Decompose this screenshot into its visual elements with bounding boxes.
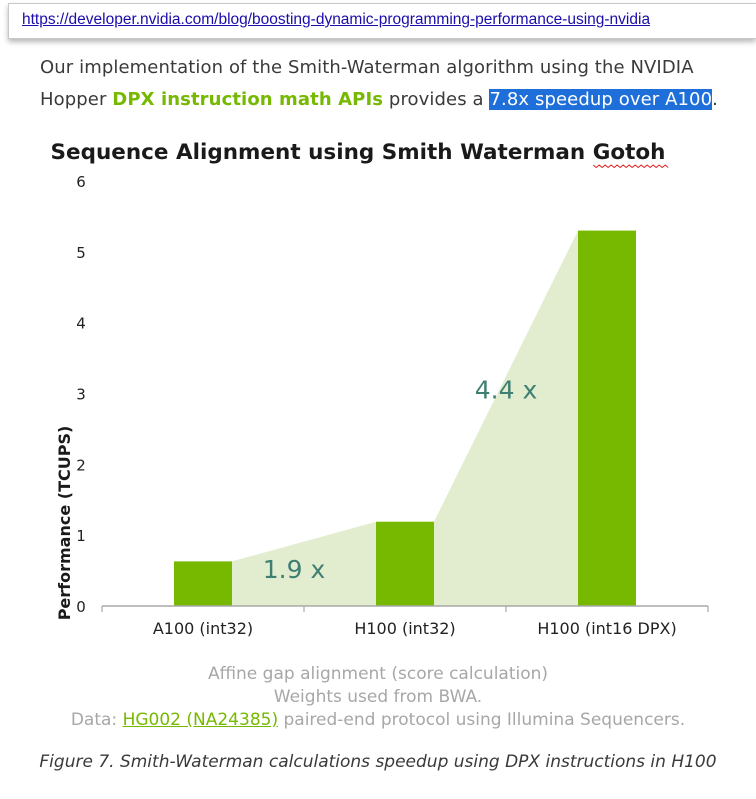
y-tick-label-1: 1 — [76, 527, 86, 545]
x-ticks: A100 (int32) H100 (int32) H100 (int16 DPX) — [101, 606, 709, 638]
figure-caption: Figure 7. Smith-Waterman calculations sp… — [39, 752, 717, 772]
note-data-source: Data: HG002 (NA24385) paired-end protoco… — [0, 710, 756, 730]
y-axis-label: Performance (TCUPS) — [55, 426, 74, 621]
speedup-shade-1 — [232, 521, 376, 606]
bar-1 — [174, 561, 232, 606]
x-tick-label-3: H100 (int16 DPX) — [537, 619, 676, 638]
y-tick-label-4: 4 — [76, 315, 86, 333]
note-score-calculation: Affine gap alignment (score calculation) — [207, 664, 549, 684]
address-bar-url[interactable]: https://developer.nvidia.com/blog/boosti… — [22, 11, 651, 28]
y-tick-label-5: 5 — [76, 244, 86, 262]
y-ticks: 0 1 2 3 4 5 6 — [76, 173, 86, 616]
note-data-suffix: paired-end protocol using Illumina Seque… — [278, 710, 686, 730]
chart-title: Sequence Alignment using Smith Waterman … — [51, 140, 666, 165]
intro-prefix: Hopper — [40, 89, 113, 110]
performance-chart: Sequence Alignment using Smith Waterman … — [51, 140, 709, 638]
x-tick-label-1: A100 (int32) — [153, 619, 253, 638]
y-tick-label-6: 6 — [76, 173, 86, 191]
speedup-shade-2 — [434, 230, 578, 606]
intro-line-2: Hopper DPX instruction math APIs provide… — [40, 84, 740, 116]
hg002-link[interactable]: HG002 (NA24385) — [122, 710, 279, 730]
x-tick-label-2: H100 (int32) — [354, 619, 455, 638]
bar-3 — [578, 230, 636, 606]
y-tick-label-3: 3 — [76, 386, 86, 404]
intro-mid: provides a — [383, 89, 490, 110]
bar-2 — [376, 521, 434, 606]
speedup-label-1: 1.9 x — [263, 555, 326, 584]
speedup-shading — [232, 230, 578, 606]
intro-line-1: Our implementation of the Smith-Waterman… — [40, 57, 694, 78]
intro-paragraph: Our implementation of the Smith-Waterman… — [40, 52, 740, 116]
speedup-annotations: 1.9 x 4.4 x — [263, 375, 538, 584]
dpx-api-link[interactable]: DPX instruction math APIs — [112, 89, 384, 110]
note-weights: Weights used from BWA. — [273, 687, 483, 707]
note-data-prefix: Data: — [70, 710, 123, 730]
bars — [174, 230, 636, 606]
intro-end: . — [712, 89, 718, 110]
y-tick-label-2: 2 — [76, 456, 86, 474]
speedup-label-2: 4.4 x — [475, 375, 538, 404]
selected-text-highlight: 7.8x speedup over A100 — [489, 89, 713, 110]
spellcheck-squiggle — [592, 164, 669, 169]
address-bar[interactable]: https://developer.nvidia.com/blog/boosti… — [8, 3, 756, 39]
y-tick-label-0: 0 — [76, 598, 86, 616]
